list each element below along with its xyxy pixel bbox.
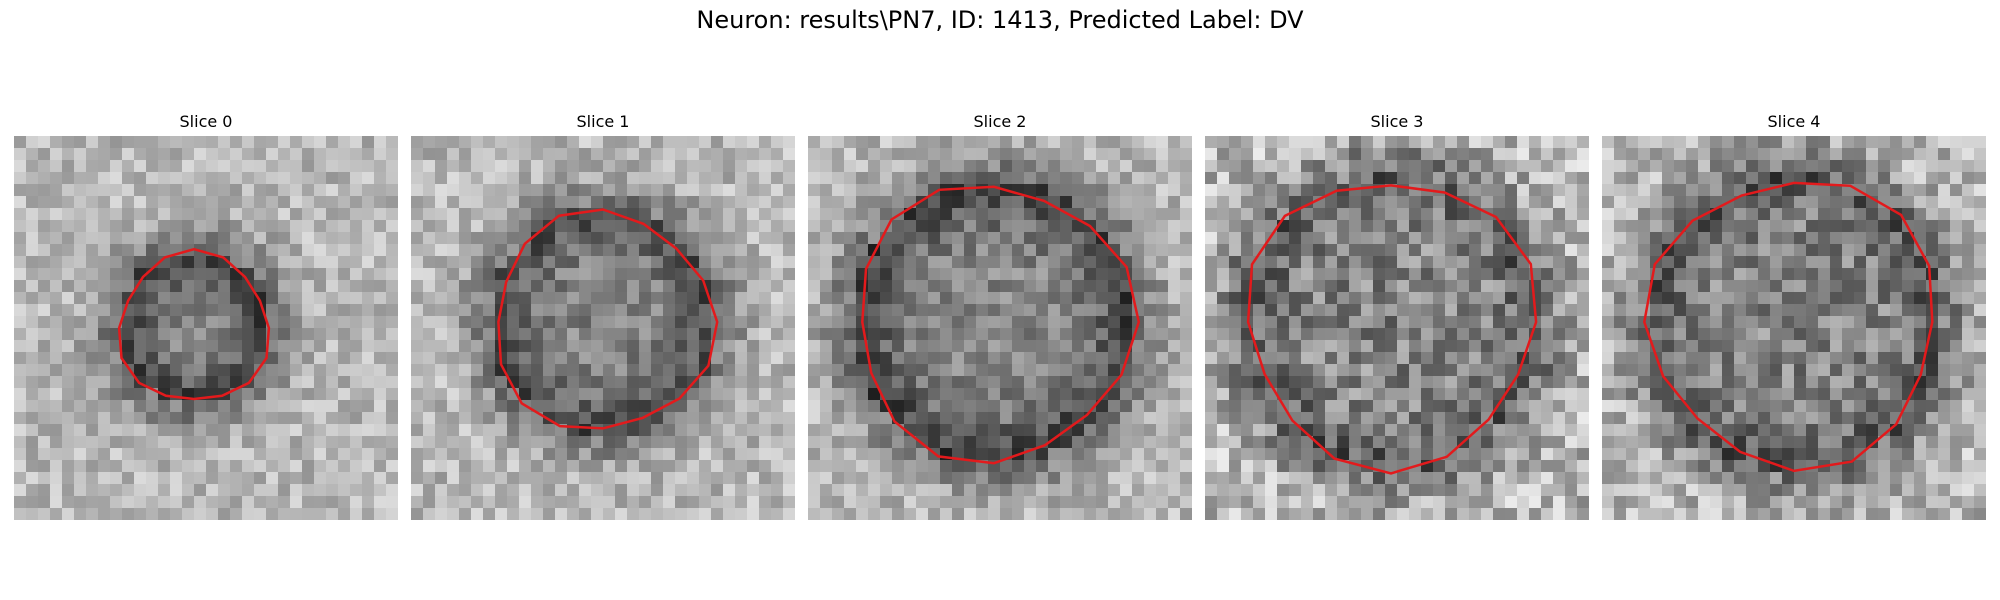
slice-panel-2: Slice 2 [808, 110, 1192, 520]
slice-image-4 [1602, 136, 1986, 520]
slice-title-1: Slice 1 [411, 110, 795, 134]
slice-panel-4: Slice 4 [1602, 110, 1986, 520]
slice-title-4: Slice 4 [1602, 110, 1986, 134]
slice-panel-0: Slice 0 [14, 110, 398, 520]
figure-title: Neuron: results\PN7, ID: 1413, Predicted… [0, 6, 2000, 34]
slice-image-3 [1205, 136, 1589, 520]
slice-image-2 [808, 136, 1192, 520]
slice-panel-1: Slice 1 [411, 110, 795, 520]
slice-image-1 [411, 136, 795, 520]
slice-title-2: Slice 2 [808, 110, 1192, 134]
slice-title-3: Slice 3 [1205, 110, 1589, 134]
slice-image-0 [14, 136, 398, 520]
slice-title-0: Slice 0 [14, 110, 398, 134]
slice-panel-3: Slice 3 [1205, 110, 1589, 520]
